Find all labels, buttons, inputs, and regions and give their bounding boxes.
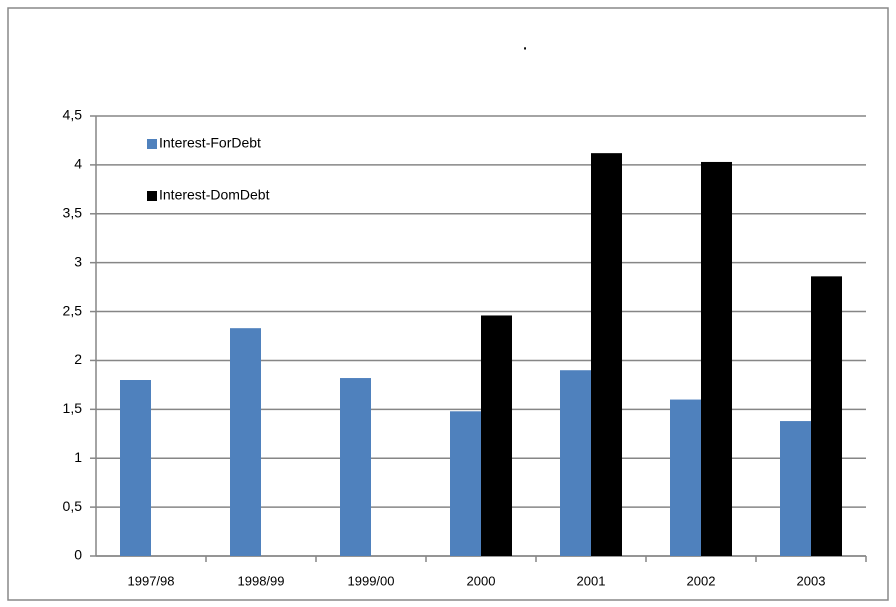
- y-tick-label: 3: [74, 253, 82, 269]
- bar: [560, 370, 591, 556]
- y-tick-label: 4,5: [63, 107, 83, 123]
- x-tick-label: 1998/99: [238, 573, 285, 588]
- bar: [780, 421, 811, 556]
- bar: [811, 276, 842, 556]
- y-tick-label: 1: [74, 449, 82, 465]
- bar: [230, 328, 261, 556]
- x-tick-label: 2000: [467, 573, 496, 588]
- bar: [591, 153, 622, 556]
- chart-frame: [7, 7, 889, 601]
- y-tick-label: 0: [74, 547, 82, 563]
- x-tick-label: 1997/98: [128, 573, 175, 588]
- legend-swatch: [147, 139, 157, 149]
- chart-title: .: [522, 32, 528, 54]
- y-tick-label: 3,5: [63, 204, 83, 220]
- x-tick-label: 2002: [687, 573, 716, 588]
- x-tick-label: 2001: [577, 573, 606, 588]
- legend-label: Interest-ForDebt: [159, 135, 261, 151]
- legend-swatch: [147, 191, 157, 201]
- bar: [670, 399, 701, 556]
- legend-label: Interest-DomDebt: [159, 187, 270, 203]
- y-tick-label: 1,5: [63, 400, 83, 416]
- bar: [481, 315, 512, 556]
- y-tick-label: 2,5: [63, 302, 83, 318]
- x-tick-label: 2003: [797, 573, 826, 588]
- bar: [120, 380, 151, 556]
- bar: [701, 161, 732, 556]
- y-tick-label: 2: [74, 351, 82, 367]
- y-tick-label: 0,5: [63, 498, 83, 514]
- y-tick-label: 4: [74, 156, 82, 172]
- bar: [340, 378, 371, 556]
- x-tick-label: 1999/00: [348, 573, 395, 588]
- bar: [450, 411, 481, 556]
